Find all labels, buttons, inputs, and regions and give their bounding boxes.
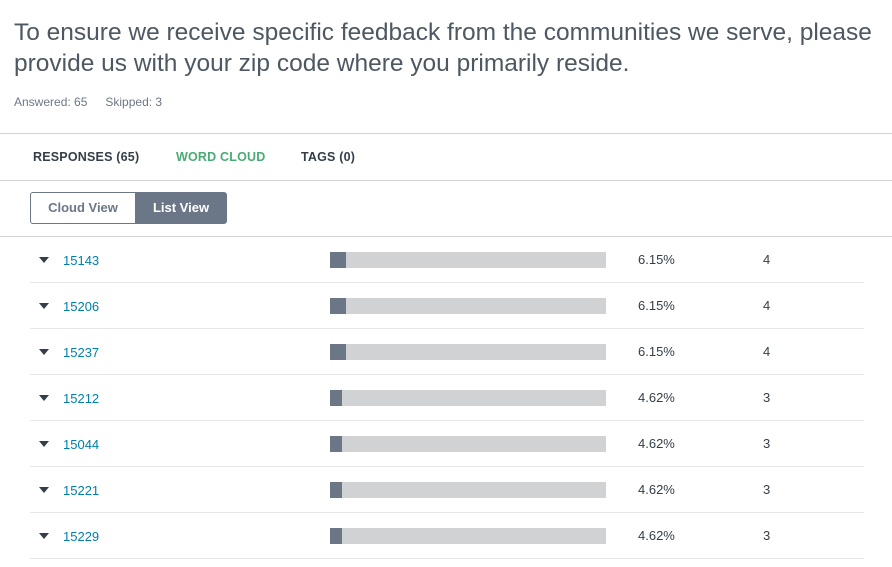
results-tab-bar: RESPONSES (65) WORD CLOUD TAGS (0) (0, 133, 892, 181)
zip-link[interactable]: 15044 (63, 437, 100, 452)
percentage-bar-fill (330, 298, 347, 314)
word-list: 15143 6.15% 4 15206 6.15% 4 15237 6.15% 4 15212 4.… (30, 237, 864, 559)
zip-link[interactable]: 15206 (63, 299, 100, 314)
response-stats: Answered: 65 Skipped: 3 (14, 95, 162, 109)
caret-down-icon[interactable] (39, 257, 49, 263)
percentage-bar-fill (330, 482, 343, 498)
percentage-bar (330, 436, 606, 452)
list-item: 15212 4.62% 3 (30, 375, 864, 421)
skipped-count: Skipped: 3 (105, 95, 163, 109)
percentage-bar-fill (330, 252, 347, 268)
percentage-value: 6.15% (638, 252, 675, 267)
list-item: 15206 6.15% 4 (30, 283, 864, 329)
response-count: 4 (763, 252, 771, 267)
percentage-bar (330, 298, 606, 314)
tab-responses[interactable]: RESPONSES (65) (33, 150, 140, 164)
caret-down-icon[interactable] (39, 441, 49, 447)
section-divider (0, 236, 892, 237)
tab-tags[interactable]: TAGS (0) (301, 150, 356, 164)
caret-down-icon[interactable] (39, 395, 49, 401)
percentage-bar-fill (330, 528, 343, 544)
zip-link[interactable]: 15212 (63, 391, 100, 406)
percentage-bar-fill (330, 344, 347, 360)
tab-word-cloud[interactable]: WORD CLOUD (176, 150, 266, 164)
caret-down-icon[interactable] (39, 487, 49, 493)
list-item: 15229 4.62% 3 (30, 513, 864, 559)
cloud-view-button[interactable]: Cloud View (30, 192, 135, 224)
response-count: 3 (763, 436, 771, 451)
list-item: 15143 6.15% 4 (30, 237, 864, 283)
percentage-bar-fill (330, 436, 343, 452)
list-item: 15237 6.15% 4 (30, 329, 864, 375)
caret-down-icon[interactable] (39, 349, 49, 355)
percentage-bar (330, 482, 606, 498)
caret-down-icon[interactable] (39, 533, 49, 539)
zip-link[interactable]: 15221 (63, 483, 100, 498)
percentage-bar-fill (330, 390, 343, 406)
response-count: 3 (763, 528, 771, 543)
percentage-value: 4.62% (638, 390, 675, 405)
percentage-value: 6.15% (638, 344, 675, 359)
list-item: 15221 4.62% 3 (30, 467, 864, 513)
list-view-button[interactable]: List View (135, 192, 227, 224)
percentage-bar (330, 252, 606, 268)
percentage-value: 4.62% (638, 482, 675, 497)
percentage-bar (330, 390, 606, 406)
answered-count: Answered: 65 (14, 95, 88, 109)
view-toggle: Cloud View List View (30, 192, 227, 224)
response-count: 3 (763, 482, 771, 497)
percentage-value: 4.62% (638, 528, 675, 543)
zip-link[interactable]: 15229 (63, 529, 100, 544)
zip-link[interactable]: 15237 (63, 345, 100, 360)
zip-link[interactable]: 15143 (63, 253, 100, 268)
percentage-value: 4.62% (638, 436, 675, 451)
question-title: To ensure we receive specific feedback f… (14, 19, 872, 77)
response-count: 4 (763, 344, 771, 359)
caret-down-icon[interactable] (39, 303, 49, 309)
response-count: 3 (763, 390, 771, 405)
percentage-value: 6.15% (638, 298, 675, 313)
percentage-bar (330, 528, 606, 544)
percentage-bar (330, 344, 606, 360)
response-count: 4 (763, 298, 771, 313)
list-item: 15044 4.62% 3 (30, 421, 864, 467)
